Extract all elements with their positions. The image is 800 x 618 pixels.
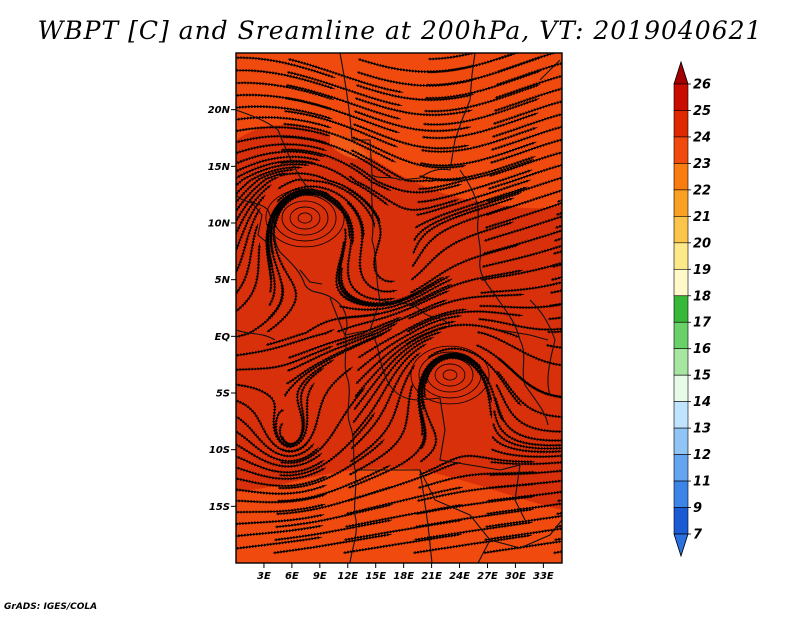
map-frame — [235, 52, 563, 564]
colorbar-label: 11 — [693, 475, 711, 490]
colorbar-top-arrow — [673, 60, 689, 85]
streamline — [556, 498, 562, 503]
streamline — [547, 315, 562, 321]
streamlines — [236, 53, 562, 555]
streamline — [236, 142, 327, 164]
streamline-vortex-ring — [265, 188, 345, 248]
colorbar-segment — [673, 427, 689, 455]
colorbar-segment — [673, 83, 689, 111]
lon-tick-label: 3E — [257, 571, 271, 582]
lon-tick-label: 9E — [313, 571, 327, 582]
colorbar-label: 19 — [693, 263, 711, 278]
streamline — [236, 125, 331, 139]
streamline — [236, 134, 329, 152]
colorbar-segment — [673, 268, 689, 297]
streamline-vortex-ring — [273, 194, 337, 242]
colorbar-segment — [673, 401, 689, 429]
colorbar-segment — [673, 454, 689, 482]
lon-tick-label: 21E — [421, 571, 442, 582]
streamline-vortex-ring — [297, 212, 313, 224]
colorbar-segment — [673, 374, 689, 402]
streamline — [550, 274, 562, 282]
latitude-axis: 20N 15N 10N 5N EQ 5S 10S 15S — [208, 105, 236, 513]
lon-tick-label: 15E — [365, 571, 386, 582]
lon-tick-label: 30E — [505, 571, 526, 582]
lon-tick-label: 12E — [337, 571, 358, 582]
lat-tick-label: 20N — [208, 105, 231, 116]
colorbar-label: 13 — [693, 422, 711, 437]
streamline — [482, 539, 562, 555]
streamline-vortex-ring — [426, 357, 474, 393]
streamline-vortex-ring — [410, 345, 490, 405]
streamline — [236, 149, 325, 177]
colorbar-label: 9 — [693, 501, 702, 516]
colorbar-label: 15 — [693, 369, 711, 384]
streamline-vortex-ring — [289, 206, 321, 230]
colorbar-label: 12 — [693, 448, 711, 463]
streamline — [547, 329, 562, 334]
lon-tick-label: 6E — [285, 571, 299, 582]
longitude-axis: 3E 6E 9E 12E 15E 18E 21E 24E 27E 30E 33E — [257, 563, 554, 582]
lat-tick-label: 5N — [215, 275, 231, 286]
footer-credit: GrADS: IGES/COLA — [4, 602, 98, 612]
colorbar-segment — [673, 163, 689, 191]
streamline-vortex-ring — [281, 200, 329, 236]
colorbar-segment — [673, 136, 689, 164]
colorbar-segment — [673, 110, 689, 138]
streamline-vortex-ring — [418, 351, 482, 399]
streamline — [555, 510, 562, 516]
colorbar-label: 24 — [693, 130, 711, 145]
colorbar-label: 26 — [693, 78, 711, 93]
colorbar-segment — [673, 348, 689, 376]
lat-tick-label: 10S — [209, 445, 230, 456]
lat-tick-label: 10N — [208, 219, 231, 230]
colorbar-segment — [673, 321, 689, 350]
lon-tick-label: 18E — [393, 571, 414, 582]
colorbar-label: 14 — [693, 395, 711, 410]
streamline — [548, 301, 562, 308]
colorbar-label: 17 — [693, 316, 712, 331]
colorbar-label: 16 — [693, 342, 711, 357]
colorbar-segment — [673, 189, 689, 217]
colorbar-segment — [673, 507, 689, 535]
lon-tick-label: 27E — [477, 571, 498, 582]
colorbar-label: 18 — [693, 289, 711, 304]
streamline-vortex-ring — [434, 363, 466, 387]
lon-tick-label: 24E — [449, 571, 470, 582]
lat-tick-label: 15N — [208, 162, 231, 173]
colorbar-label: 25 — [693, 104, 711, 119]
country-borders — [236, 53, 562, 563]
lat-tick-label: 5S — [216, 389, 230, 400]
colorbar-label: 7 — [693, 528, 703, 543]
colorbar-segment — [673, 242, 689, 270]
colorbar-label: 21 — [693, 210, 711, 225]
lat-tick-label: EQ — [215, 332, 231, 343]
streamline — [412, 534, 532, 555]
lat-tick-label: 15S — [209, 502, 230, 513]
colorbar-segment — [673, 216, 689, 244]
streamline-vortex-ring — [442, 369, 458, 381]
colorbar-label: 20 — [693, 236, 711, 251]
colorbar-segment — [673, 295, 689, 323]
streamline — [545, 343, 562, 350]
streamline — [549, 287, 562, 295]
lon-tick-label: 33E — [533, 571, 554, 582]
colorbar-bottom-arrow — [673, 533, 689, 558]
colorbar-label: 22 — [693, 183, 711, 198]
colorbar-label: 23 — [693, 157, 711, 172]
colorbar-segment — [673, 480, 689, 508]
chart-title: WBPT [C] and Sreamline at 200hPa, VT: 20… — [37, 16, 763, 45]
colorbar: 26 25 24 23 22 21 20 19 18 17 16 15 14 13 12 11 9 7 — [673, 60, 712, 558]
